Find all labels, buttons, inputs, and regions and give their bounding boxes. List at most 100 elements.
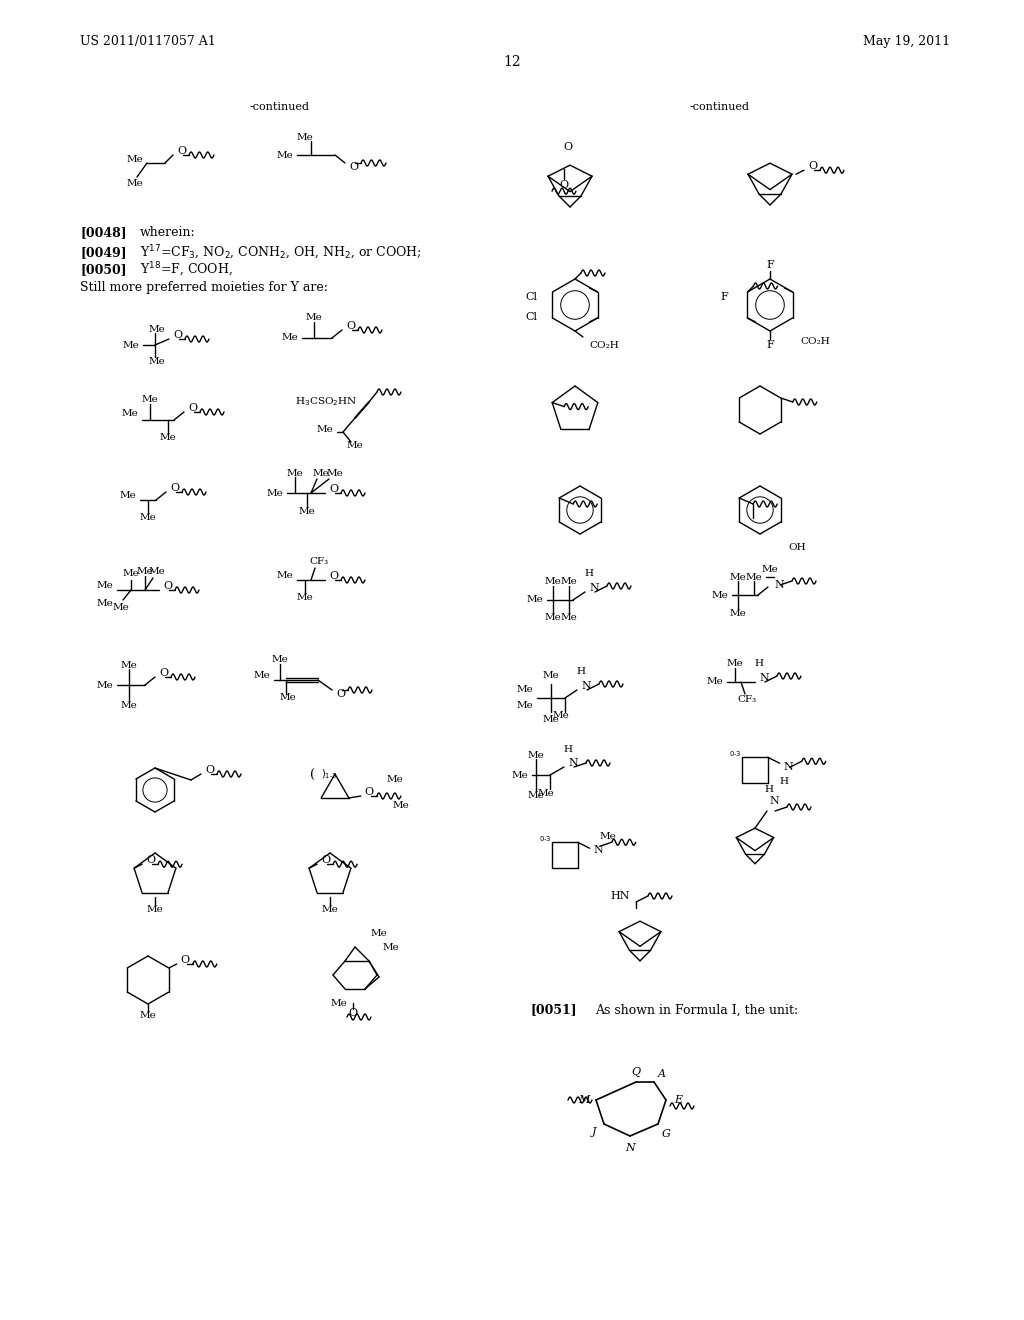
Text: Me: Me [745, 573, 763, 582]
Text: [0050]: [0050] [80, 264, 127, 276]
Text: Me: Me [96, 582, 113, 590]
Text: Me: Me [271, 656, 289, 664]
Text: Me: Me [148, 568, 165, 577]
Text: Me: Me [276, 572, 293, 581]
Text: Me: Me [282, 334, 298, 342]
Text: Y$^{17}$=CF$_3$, NO$_2$, CONH$_2$, OH, NH$_2$, or COOH;: Y$^{17}$=CF$_3$, NO$_2$, CONH$_2$, OH, N… [140, 244, 422, 263]
Text: May 19, 2011: May 19, 2011 [863, 36, 950, 49]
Text: CO₂H: CO₂H [800, 337, 829, 346]
Text: Me: Me [122, 341, 139, 350]
Text: Me: Me [96, 599, 113, 609]
Text: Me: Me [276, 150, 293, 160]
Text: Me: Me [707, 677, 723, 686]
Text: Me: Me [266, 488, 283, 498]
Text: O: O [163, 581, 172, 591]
Text: H$_3$CSO$_2$HN: H$_3$CSO$_2$HN [295, 396, 357, 408]
Text: Me: Me [299, 507, 315, 516]
Text: Me: Me [383, 942, 399, 952]
Text: Me: Me [387, 776, 403, 784]
Text: Still more preferred moieties for Y are:: Still more preferred moieties for Y are: [80, 281, 328, 294]
Text: Me: Me [371, 928, 388, 937]
Text: Me: Me [347, 441, 364, 450]
Text: Me: Me [126, 154, 143, 164]
Text: Me: Me [712, 590, 728, 599]
Text: HN: HN [610, 891, 630, 902]
Text: H: H [577, 668, 586, 676]
Text: ($\,$: ($\,$ [309, 767, 315, 781]
Text: Me: Me [516, 701, 534, 710]
Text: O: O [808, 161, 817, 172]
Text: Me: Me [730, 609, 746, 618]
Text: O: O [349, 162, 358, 172]
Text: Me: Me [127, 178, 143, 187]
Text: O: O [177, 147, 186, 156]
Text: Me: Me [393, 801, 410, 810]
Text: Me: Me [113, 603, 129, 612]
Text: O: O [173, 330, 182, 341]
Text: O: O [181, 954, 189, 965]
Text: H: H [585, 569, 594, 578]
Text: Me: Me [141, 396, 159, 404]
Text: Me: Me [331, 998, 347, 1007]
Text: Me: Me [545, 578, 561, 586]
Text: O: O [336, 689, 345, 700]
Text: OH: OH [788, 544, 806, 553]
Text: CF₃: CF₃ [309, 557, 329, 566]
Text: Me: Me [312, 469, 330, 478]
Text: A: A [658, 1069, 666, 1078]
Text: CF₃: CF₃ [737, 696, 757, 705]
Text: H: H [755, 660, 764, 668]
Text: O: O [329, 484, 338, 494]
Text: N: N [783, 762, 794, 772]
Text: Me: Me [727, 660, 743, 668]
Text: E: E [674, 1096, 682, 1105]
Text: Y$^{18}$=F, COOH,: Y$^{18}$=F, COOH, [140, 261, 232, 279]
Text: H: H [779, 776, 788, 785]
Text: O: O [346, 321, 355, 331]
Text: Cl: Cl [525, 292, 537, 302]
Text: N: N [568, 758, 578, 768]
Text: Me: Me [160, 433, 176, 442]
Text: F: F [766, 260, 774, 271]
Text: N: N [625, 1143, 635, 1152]
Text: O: O [365, 787, 374, 797]
Text: Me: Me [305, 314, 323, 322]
Text: wherein:: wherein: [140, 227, 196, 239]
Text: Me: Me [527, 791, 545, 800]
Text: N: N [581, 681, 591, 690]
Text: [0048]: [0048] [80, 227, 127, 239]
Text: N: N [774, 579, 783, 590]
Text: -continued: -continued [690, 102, 750, 112]
Text: O: O [563, 143, 572, 152]
Text: N: N [589, 583, 599, 593]
Text: Me: Me [253, 672, 270, 681]
Text: O: O [329, 572, 338, 581]
Text: -continued: -continued [250, 102, 310, 112]
Text: Me: Me [123, 569, 139, 578]
Text: Me: Me [148, 325, 165, 334]
Text: [0049]: [0049] [80, 247, 127, 260]
Text: O: O [559, 181, 568, 190]
Text: Me: Me [119, 491, 136, 500]
Text: Me: Me [148, 356, 165, 366]
Text: Me: Me [139, 513, 157, 523]
Text: Me: Me [316, 425, 333, 434]
Text: Me: Me [526, 595, 543, 605]
Text: Me: Me [139, 1011, 157, 1020]
Text: Me: Me [560, 614, 578, 623]
Text: Me: Me [511, 771, 528, 780]
Text: Me: Me [121, 701, 137, 710]
Text: Cl: Cl [525, 312, 537, 322]
Text: Me: Me [545, 614, 561, 623]
Text: F: F [720, 292, 728, 302]
Text: Me: Me [553, 711, 569, 721]
Text: Me: Me [543, 672, 559, 681]
Text: $_{0\text{-}3}$: $_{0\text{-}3}$ [729, 748, 741, 759]
Text: Me: Me [527, 751, 545, 759]
Text: H: H [563, 744, 572, 754]
Text: Me: Me [280, 693, 296, 702]
Text: O: O [348, 1008, 357, 1018]
Text: N: N [759, 673, 769, 682]
Text: N: N [769, 796, 778, 807]
Text: O: O [159, 668, 168, 678]
